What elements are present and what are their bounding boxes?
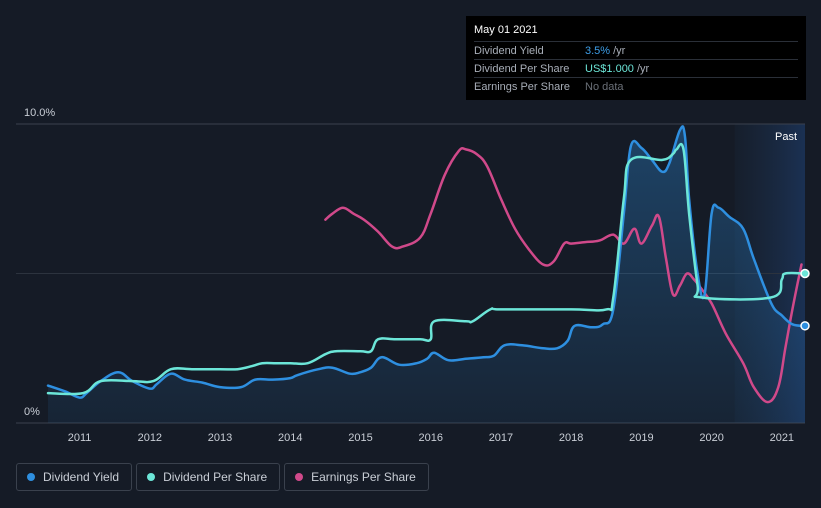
tooltip-row-eps: Earnings Per Share No data [474,77,798,95]
x-tick-label: 2020 [699,432,723,444]
legend-label: Dividend Per Share [163,470,268,484]
legend-label: Earnings Per Share [311,470,416,484]
x-tick-label: 2015 [348,432,372,444]
x-tick-label: 2014 [278,432,302,444]
tooltip-date: May 01 2021 [474,24,538,36]
tooltip-unit: /yr [613,44,626,57]
tooltip-row-dps: Dividend Per Share US$1.000 /yr [474,59,798,77]
legend-item-dividend-per-share[interactable]: Dividend Per Share [136,463,281,491]
x-tick-label: 2018 [559,432,583,444]
legend-dot-icon [147,473,156,481]
tooltip-label: Dividend Yield [474,44,544,57]
tooltip-row-yield: Dividend Yield 3.5% /yr [474,41,798,59]
x-tick-label: 2019 [629,432,653,444]
legend: Dividend Yield Dividend Per Share Earnin… [16,463,429,491]
dps-line [46,142,807,396]
tooltip-unit: /yr [636,62,650,75]
past-label: Past [775,131,797,143]
legend-item-earnings-per-share[interactable]: Earnings Per Share [284,463,429,491]
eps-line [324,146,803,404]
yield-line [46,125,807,399]
tooltip-value: No data [585,80,624,93]
yield-end-marker [800,321,810,331]
x-tick-label: 2012 [138,432,162,444]
tooltip-value: US$1.000 [585,62,634,75]
dps-end-marker [800,268,810,279]
x-tick-label: 2016 [418,432,442,444]
x-axis-ticks: 2011 2012 2013 2014 2015 2016 2017 2018 2019 2020… [68,432,794,444]
y-tick-label-bottom: 0% [24,406,40,418]
legend-item-dividend-yield[interactable]: Dividend Yield [16,463,133,491]
x-tick-label: 2011 [68,432,92,444]
tooltip-label: Dividend Per Share [474,62,570,75]
series-layer [46,125,810,423]
legend-dot-icon [27,473,35,481]
y-tick-label-top: 10.0% [24,107,55,119]
tooltip-value: 3.5% [585,44,611,57]
x-tick-label: 2013 [208,432,232,444]
tooltip-label: Earnings Per Share [474,80,570,93]
dividend-yield-area [48,126,805,423]
x-tick-label: 2021 [770,432,794,444]
tooltip: May 01 2021 Dividend Yield 3.5% /yr Divi… [466,16,806,100]
x-tick-label: 2017 [489,432,513,444]
legend-label: Dividend Yield [43,470,120,484]
legend-dot-icon [295,473,304,481]
